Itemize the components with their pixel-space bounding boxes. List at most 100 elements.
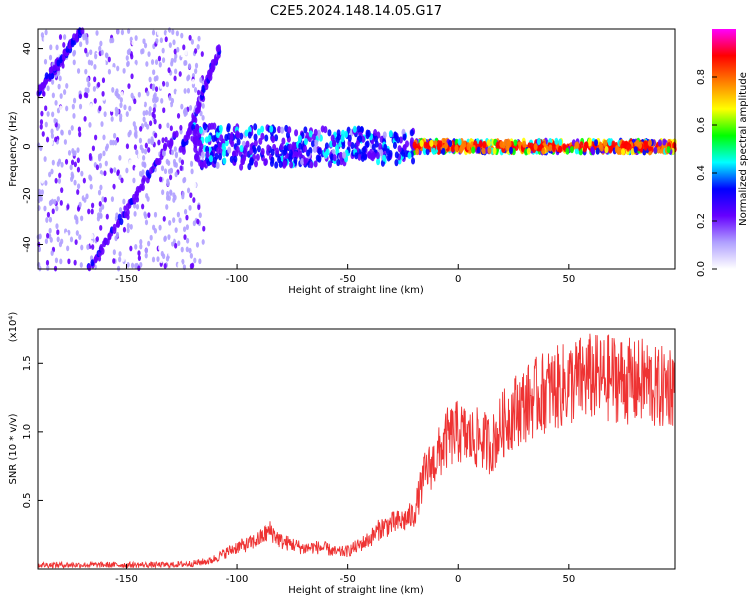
spectral-point bbox=[409, 137, 414, 145]
spectral-point bbox=[657, 139, 662, 147]
spectral-point bbox=[397, 145, 402, 153]
spectral-point bbox=[100, 102, 105, 109]
spectral-point bbox=[43, 156, 47, 162]
spectral-point bbox=[148, 167, 153, 175]
spectral-point bbox=[169, 174, 173, 181]
spectral-point bbox=[172, 217, 176, 223]
x-tick-label: -100 bbox=[226, 574, 249, 585]
spectral-point bbox=[80, 170, 84, 177]
spectral-point bbox=[78, 103, 83, 110]
spectral-point bbox=[163, 29, 168, 36]
spectral-point bbox=[93, 196, 97, 203]
spectral-point bbox=[114, 235, 118, 242]
spectral-point bbox=[173, 194, 177, 201]
spectral-point bbox=[125, 111, 129, 117]
spectral-point bbox=[98, 105, 102, 112]
spectral-point bbox=[39, 119, 44, 125]
spectral-point bbox=[394, 151, 399, 159]
spectral-point bbox=[45, 217, 49, 223]
spectral-point bbox=[48, 216, 53, 223]
spectral-point bbox=[269, 159, 274, 167]
spectral-point bbox=[110, 196, 115, 202]
spectral-point bbox=[108, 181, 112, 188]
spectral-point bbox=[67, 258, 71, 265]
spectral-point bbox=[579, 141, 584, 149]
spectral-point bbox=[66, 204, 70, 210]
spectral-point bbox=[75, 218, 79, 225]
spectral-point bbox=[88, 174, 92, 181]
spectral-point bbox=[46, 111, 50, 117]
spectral-point bbox=[278, 160, 283, 168]
spectral-point bbox=[151, 256, 156, 263]
spectral-point bbox=[193, 145, 198, 153]
spectral-point bbox=[82, 203, 87, 210]
spectral-point bbox=[118, 207, 123, 213]
spectral-point bbox=[554, 137, 559, 145]
spectral-point bbox=[50, 198, 55, 205]
spectral-point bbox=[46, 265, 50, 272]
spectral-point bbox=[107, 56, 111, 63]
colorbar: 0.0 0.2 0.4 0.6 0.8 Normalized spectral ampl… bbox=[696, 29, 749, 277]
spectral-point bbox=[129, 223, 133, 230]
spectral-point bbox=[526, 147, 531, 155]
spectral-point bbox=[158, 176, 163, 183]
colorbar-label: Normalized spectral amplitude bbox=[738, 72, 749, 226]
spectral-point bbox=[144, 252, 148, 259]
spectral-point bbox=[382, 154, 387, 162]
spectral-point bbox=[93, 98, 97, 104]
spectral-point bbox=[288, 149, 293, 157]
spectral-point bbox=[123, 172, 127, 179]
spectral-point bbox=[54, 136, 58, 143]
spectral-point bbox=[327, 129, 332, 137]
spectral-point bbox=[201, 239, 205, 245]
spectral-point bbox=[166, 180, 170, 187]
spectral-point bbox=[152, 262, 156, 268]
spectral-point bbox=[156, 29, 161, 36]
spectral-point bbox=[161, 137, 165, 144]
spectral-point bbox=[407, 151, 412, 160]
spectral-point bbox=[72, 49, 77, 56]
spectral-point bbox=[142, 116, 146, 123]
spectral-point bbox=[167, 102, 171, 109]
spectral-point bbox=[192, 228, 196, 235]
spectral-point bbox=[134, 244, 138, 250]
spectral-point bbox=[145, 61, 149, 67]
spectral-point bbox=[165, 204, 169, 210]
spectral-point bbox=[180, 51, 184, 58]
spectral-point bbox=[104, 52, 109, 59]
spectral-point bbox=[125, 208, 130, 217]
spectral-point bbox=[170, 60, 174, 67]
spectral-point bbox=[263, 158, 268, 167]
y-tick-label: 1.5 bbox=[22, 355, 33, 371]
spectral-point bbox=[144, 219, 149, 226]
spectral-point bbox=[87, 81, 91, 88]
spectral-point bbox=[289, 161, 294, 169]
spectral-point bbox=[104, 145, 109, 152]
spectral-point bbox=[125, 143, 130, 150]
spectrogram-frame bbox=[37, 28, 676, 270]
spectral-point bbox=[141, 100, 145, 107]
spectral-point bbox=[144, 213, 148, 220]
spectral-point bbox=[438, 140, 443, 148]
spectral-point bbox=[110, 187, 114, 194]
spectral-point bbox=[50, 139, 54, 146]
spectral-point bbox=[239, 145, 244, 153]
spectral-point bbox=[218, 124, 223, 133]
spectral-point bbox=[39, 123, 43, 130]
spectral-point bbox=[142, 155, 146, 161]
snr-x-label: Height of straight line (km) bbox=[288, 585, 424, 596]
spectral-point bbox=[309, 161, 314, 169]
spectral-point bbox=[72, 113, 76, 119]
spectral-point bbox=[59, 93, 63, 99]
spectral-point bbox=[43, 36, 47, 43]
spectral-point bbox=[203, 123, 208, 131]
spectral-point bbox=[144, 121, 148, 128]
spectral-point bbox=[481, 147, 486, 155]
spectral-point bbox=[256, 128, 261, 136]
spectral-point bbox=[82, 63, 86, 70]
spectral-point bbox=[133, 144, 138, 150]
spectral-point bbox=[247, 162, 252, 171]
spectral-point bbox=[199, 77, 203, 83]
spectral-point bbox=[271, 135, 276, 144]
colorbar-tick-label: 0.8 bbox=[696, 69, 707, 85]
